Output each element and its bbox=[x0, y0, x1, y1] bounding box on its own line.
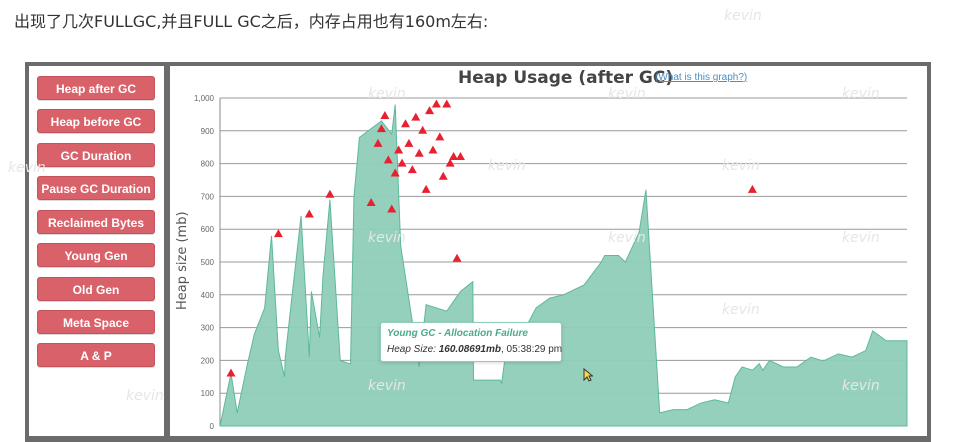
full-gc-marker bbox=[438, 171, 448, 180]
heap-area bbox=[219, 104, 908, 427]
young-gen-button[interactable]: Young Gen bbox=[37, 243, 155, 267]
heap-usage-chart: 0 100 200 300 400 500 600 700 800 900 1,000 Heap s… bbox=[175, 94, 908, 431]
tooltip-title: Young GC - Allocation Failure bbox=[387, 328, 528, 339]
full-gc-marker bbox=[414, 148, 424, 157]
full-gc-marker bbox=[394, 145, 404, 154]
watermark: kevin bbox=[724, 8, 762, 24]
mouse-cursor-icon bbox=[583, 368, 593, 382]
y-tick-label: 800 bbox=[201, 160, 215, 169]
old-gen-button[interactable]: Old Gen bbox=[37, 277, 155, 301]
tooltip-value: 160.08691mb bbox=[438, 344, 501, 355]
full-gc-marker bbox=[380, 111, 390, 120]
full-gc-marker bbox=[273, 229, 283, 238]
full-gc-marker bbox=[445, 158, 455, 167]
full-gc-marker bbox=[390, 168, 400, 177]
y-tick-label: 500 bbox=[201, 258, 215, 267]
full-gc-marker bbox=[452, 253, 462, 262]
full-gc-marker bbox=[376, 124, 386, 133]
a-and-p-button[interactable]: A & P bbox=[37, 343, 155, 367]
full-gc-marker bbox=[449, 152, 459, 161]
chart-title: Heap Usage (after GC) bbox=[458, 68, 674, 88]
full-gc-marker bbox=[226, 368, 236, 377]
heap-before-gc-button[interactable]: Heap before GC bbox=[37, 109, 155, 133]
heap-after-gc-button[interactable]: Heap after GC bbox=[37, 76, 155, 100]
chart-panel: 0 100 200 300 400 500 600 700 800 900 1,000 Heap s… bbox=[170, 66, 927, 436]
gc-duration-button[interactable]: GC Duration bbox=[37, 143, 155, 167]
full-gc-marker bbox=[442, 99, 452, 108]
full-gc-marker bbox=[411, 112, 421, 121]
what-is-this-graph-link[interactable]: (What is this graph?) bbox=[655, 72, 748, 83]
y-tick-label: 900 bbox=[201, 127, 215, 136]
y-tick-label: 100 bbox=[201, 389, 215, 398]
full-gc-marker bbox=[455, 152, 465, 161]
y-axis-label: Heap size (mb) bbox=[175, 211, 190, 310]
tooltip-label: Heap Size: bbox=[387, 344, 436, 355]
y-tick-label: 300 bbox=[201, 324, 215, 333]
tooltip-time: , 05:38:29 pm bbox=[500, 344, 563, 355]
full-gc-marker bbox=[407, 165, 417, 174]
full-gc-marker bbox=[304, 209, 314, 218]
sidebar: Heap after GC Heap before GC GC Duration… bbox=[29, 66, 164, 436]
reclaimed-bytes-button[interactable]: Reclaimed Bytes bbox=[37, 210, 155, 234]
intro-text: 出现了几次FULLGC,并且FULL GC之后，内存占用也有160m左右: bbox=[14, 12, 489, 31]
data-tooltip: Young GC - Allocation Failure Heap Size:… bbox=[380, 322, 562, 362]
full-gc-marker bbox=[431, 99, 441, 108]
y-tick-label: 600 bbox=[201, 225, 215, 234]
full-gc-marker bbox=[421, 184, 431, 193]
meta-space-button[interactable]: Meta Space bbox=[37, 310, 155, 334]
pause-gc-duration-button[interactable]: Pause GC Duration bbox=[37, 176, 155, 200]
full-gc-marker bbox=[400, 119, 410, 128]
full-gc-marker bbox=[387, 204, 397, 213]
full-gc-marker bbox=[383, 155, 393, 164]
full-gc-marker bbox=[747, 184, 757, 193]
tooltip-line: Heap Size: 160.08691mb, 05:38:29 pm bbox=[387, 344, 562, 355]
full-gc-marker bbox=[325, 189, 335, 198]
y-tick-label: 400 bbox=[201, 291, 215, 300]
full-gc-marker bbox=[366, 197, 376, 206]
y-tick-label: 700 bbox=[201, 192, 215, 201]
y-tick-label: 0 bbox=[210, 422, 215, 431]
full-gc-marker bbox=[404, 138, 414, 147]
full-gc-marker bbox=[428, 145, 438, 154]
y-tick-label: 1,000 bbox=[194, 94, 215, 103]
full-gc-marker bbox=[435, 132, 445, 141]
full-gc-marker bbox=[418, 125, 428, 134]
y-tick-label: 200 bbox=[201, 356, 215, 365]
full-gc-marker bbox=[397, 158, 407, 167]
full-gc-marker bbox=[373, 138, 383, 147]
full-gc-marker bbox=[425, 106, 435, 115]
